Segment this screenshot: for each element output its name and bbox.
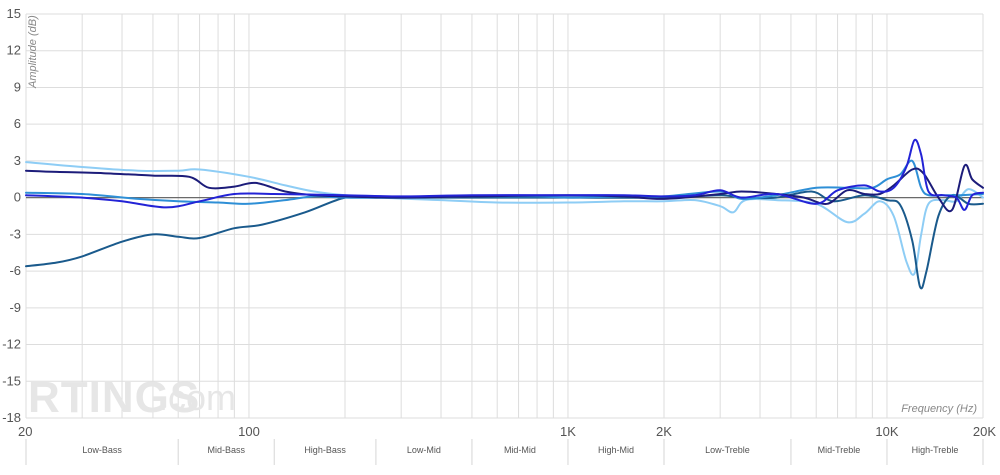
y-tick-label: -18: [2, 410, 21, 425]
band-label: Low-Treble: [705, 445, 750, 455]
series-lines: [25, 138, 984, 290]
band-label: Mid-Bass: [207, 445, 245, 455]
series-line-4: [25, 163, 984, 213]
series-line-2: [25, 190, 984, 290]
x-tick-label: 10K: [875, 424, 898, 439]
y-tick-label: 12: [7, 43, 21, 58]
band-label: Mid-Treble: [818, 445, 861, 455]
x-tick-label: 100: [238, 424, 260, 439]
grid: [25, 13, 984, 419]
band-label: Low-Bass: [82, 445, 122, 455]
series-line-5: [25, 138, 984, 211]
band-label: Mid-Mid: [504, 445, 536, 455]
y-axis-label: Amplitude (dB): [27, 15, 39, 89]
y-tick-label: -3: [9, 226, 21, 241]
y-tick-label: 15: [7, 6, 21, 21]
band-label: High-Bass: [304, 445, 346, 455]
y-tick-label: 9: [14, 79, 21, 94]
x-tick-label: 20: [18, 424, 32, 439]
x-tick-labels: 20 100 1K 2K 10K 20K: [18, 424, 996, 439]
x-tick-label: 1K: [560, 424, 576, 439]
y-tick-labels: 15 12 9 6 3 0 -3 -6 -9 -12 -15 -18: [2, 6, 21, 425]
y-tick-label: -12: [2, 337, 21, 352]
x-tick-label: 20K: [973, 424, 996, 439]
band-label: High-Treble: [912, 445, 959, 455]
watermark-suffix: .com: [158, 377, 236, 418]
x-tick-label: 2K: [656, 424, 672, 439]
band-label: Low-Mid: [407, 445, 441, 455]
series-line-1: [25, 161, 984, 276]
frequency-bands: Low-Bass Mid-Bass High-Bass Low-Mid Mid-Mid H…: [25, 439, 984, 465]
y-tick-label: 0: [14, 190, 21, 205]
y-tick-label: -9: [9, 300, 21, 315]
y-tick-label: 6: [14, 116, 21, 131]
x-axis-label: Frequency (Hz): [901, 403, 977, 415]
band-label: High-Mid: [598, 445, 634, 455]
y-tick-label: -6: [9, 263, 21, 278]
y-tick-label: -15: [2, 373, 21, 388]
watermark: RTINGS .com: [28, 373, 236, 422]
watermark-brand: RTINGS: [28, 373, 200, 422]
y-tick-label: 3: [14, 153, 21, 168]
